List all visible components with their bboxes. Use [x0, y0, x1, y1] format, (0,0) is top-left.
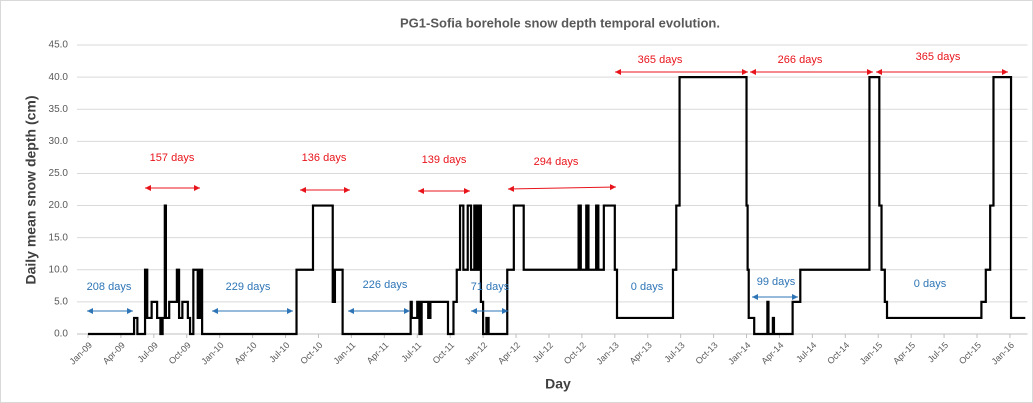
- annotation: 266 days: [778, 54, 823, 66]
- y-tick-label: 15.0: [49, 232, 69, 243]
- y-tick-label: 30.0: [49, 136, 69, 147]
- y-axis-label: Daily mean snow depth (cm): [23, 95, 39, 284]
- y-tick-label: 35.0: [49, 104, 69, 115]
- x-axis-label: Day: [545, 376, 571, 392]
- annotation: 71 days: [471, 281, 510, 293]
- annotation: 136 days: [302, 152, 347, 164]
- y-tick-label: 40.0: [49, 72, 69, 83]
- annotation: 365 days: [916, 51, 961, 63]
- annotation: 0 days: [631, 281, 664, 293]
- annotation: 208 days: [87, 281, 132, 293]
- annotation: 139 days: [422, 154, 467, 166]
- y-tick-label: 5.0: [54, 297, 68, 308]
- annotation: 226 days: [363, 279, 408, 291]
- y-tick-label: 10.0: [49, 264, 69, 275]
- y-tick-label: 20.0: [49, 200, 69, 211]
- annotation: 0 days: [914, 278, 947, 290]
- annotation-arrow: [507, 184, 617, 192]
- annotation: 365 days: [638, 54, 683, 66]
- y-tick-label: 25.0: [49, 168, 69, 179]
- y-tick-label: 0.0: [54, 329, 68, 340]
- data-line: [87, 76, 1026, 336]
- annotation: 294 days: [534, 156, 579, 168]
- y-tick-label: 45.0: [49, 40, 69, 51]
- annotation: 229 days: [226, 281, 271, 293]
- annotation: 157 days: [150, 152, 195, 164]
- chart-title: PG1-Sofia borehole snow depth temporal e…: [400, 15, 720, 30]
- annotation: 99 days: [757, 276, 796, 288]
